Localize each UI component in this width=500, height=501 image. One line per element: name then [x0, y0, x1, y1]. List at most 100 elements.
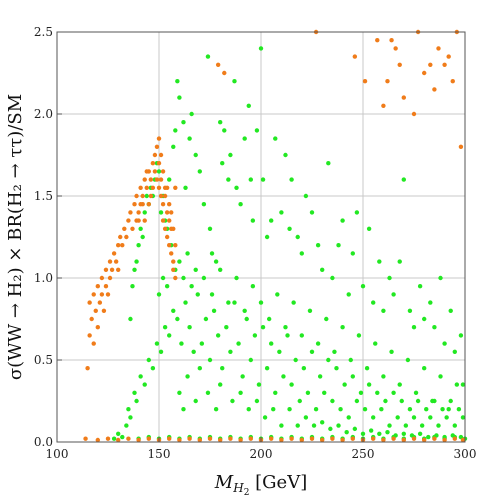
orange-data-point [142, 177, 147, 182]
green-data-point [313, 407, 319, 412]
green-data-point [234, 185, 239, 190]
orange-data-point [134, 218, 139, 223]
orange-data-point [162, 193, 168, 199]
green-data-point [232, 79, 237, 84]
green-data-point [428, 415, 433, 420]
green-data-point [326, 357, 331, 363]
green-data-point [458, 333, 464, 338]
green-data-point [336, 423, 341, 428]
green-data-point [281, 374, 286, 379]
green-data-point [195, 292, 200, 297]
green-data-point [269, 218, 274, 223]
green-data-point [201, 202, 207, 207]
orange-data-point [197, 437, 202, 443]
green-data-point [330, 398, 335, 404]
orange-data-point [136, 437, 141, 443]
orange-data-point [150, 161, 156, 166]
green-data-point [205, 54, 211, 59]
orange-data-point [87, 333, 92, 338]
y-tick-label: 0.0 [34, 435, 53, 449]
green-data-point [181, 120, 186, 125]
green-data-point [228, 152, 233, 158]
orange-data-point [116, 243, 121, 248]
green-data-point [262, 415, 268, 420]
green-data-point [340, 218, 345, 223]
orange-data-point [150, 185, 156, 190]
green-data-point [156, 169, 162, 174]
green-data-point [442, 341, 447, 346]
orange-data-point [352, 54, 358, 59]
green-data-point [305, 390, 311, 395]
green-data-point [424, 407, 429, 412]
orange-data-point [289, 436, 294, 441]
orange-data-point [156, 185, 162, 190]
orange-data-point [309, 436, 315, 441]
green-data-point [293, 357, 298, 363]
orange-data-point [122, 226, 127, 231]
orange-data-point [169, 251, 174, 256]
green-data-point [346, 292, 351, 297]
green-data-point [134, 259, 139, 264]
green-data-point [377, 431, 382, 436]
green-data-point [307, 308, 313, 313]
green-data-point [187, 325, 192, 330]
green-data-point [140, 234, 145, 240]
green-data-point [354, 210, 360, 215]
orange-data-point [138, 185, 143, 190]
orange-data-point [148, 177, 154, 182]
orange-data-point [458, 144, 464, 149]
green-data-point [383, 398, 388, 404]
green-data-point [422, 366, 427, 371]
green-data-point [287, 407, 292, 412]
green-data-point [456, 407, 462, 412]
orange-data-point [401, 437, 406, 443]
green-data-point [213, 407, 219, 412]
green-data-point [371, 415, 376, 420]
orange-data-point [126, 218, 131, 223]
green-data-point [134, 398, 139, 404]
green-data-point [179, 341, 184, 346]
orange-data-point [452, 436, 457, 441]
green-data-point [440, 407, 445, 412]
orange-data-point [375, 38, 380, 43]
green-data-point [258, 46, 264, 51]
green-data-point [171, 144, 176, 149]
x-axis-title-tail: [GeV] [249, 472, 307, 493]
green-data-point [360, 431, 366, 436]
green-data-point [258, 300, 264, 305]
green-data-point [191, 349, 196, 354]
green-data-point [452, 423, 457, 428]
orange-data-point [169, 210, 174, 215]
orange-data-point [330, 436, 335, 441]
orange-data-point [401, 95, 406, 100]
green-data-point [375, 390, 380, 395]
green-data-point [381, 308, 386, 313]
green-data-point [371, 300, 376, 305]
orange-data-point [171, 259, 176, 264]
orange-data-point [136, 210, 141, 215]
green-data-point [422, 316, 427, 322]
y-tick-label: 1.0 [34, 271, 53, 285]
orange-data-point [167, 202, 172, 207]
green-data-point [246, 103, 251, 109]
green-data-point [269, 341, 274, 346]
green-data-point [260, 177, 266, 182]
green-data-point [175, 316, 180, 322]
orange-data-point [381, 103, 386, 109]
orange-data-point [164, 185, 170, 190]
green-data-point [150, 366, 156, 371]
orange-data-point [442, 62, 447, 67]
orange-data-point [124, 234, 129, 240]
green-data-point [224, 325, 229, 330]
orange-data-point [160, 218, 166, 223]
green-data-point [252, 333, 258, 338]
green-data-point [207, 357, 213, 363]
green-data-point [158, 210, 164, 215]
orange-data-point [156, 136, 162, 141]
green-data-point [452, 349, 457, 354]
green-data-point [389, 349, 394, 354]
green-data-point [185, 251, 190, 256]
green-data-point [213, 259, 219, 264]
orange-data-point [146, 436, 151, 441]
green-data-point [430, 398, 435, 404]
